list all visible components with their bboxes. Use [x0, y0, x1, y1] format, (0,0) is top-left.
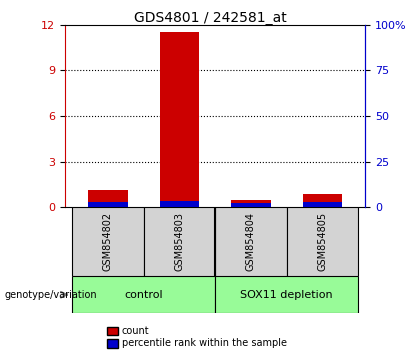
Bar: [303, 194, 342, 207]
Text: GSM854803: GSM854803: [174, 212, 184, 271]
Text: control: control: [124, 290, 163, 300]
Bar: [72, 207, 144, 276]
Text: GSM854805: GSM854805: [318, 212, 328, 271]
Text: SOX11 depletion: SOX11 depletion: [240, 290, 333, 300]
Text: GSM854802: GSM854802: [103, 212, 113, 271]
Text: GSM854804: GSM854804: [246, 212, 256, 271]
Bar: [231, 200, 270, 207]
Bar: [303, 202, 342, 207]
Text: percentile rank within the sample: percentile rank within the sample: [122, 338, 287, 348]
Bar: [160, 201, 199, 207]
Bar: [215, 276, 358, 313]
Bar: [88, 202, 128, 207]
Text: GDS4801 / 242581_at: GDS4801 / 242581_at: [134, 11, 286, 25]
Bar: [72, 276, 215, 313]
Bar: [287, 207, 358, 276]
Bar: [215, 207, 287, 276]
Bar: [160, 32, 199, 207]
Text: count: count: [122, 326, 150, 336]
Bar: [144, 207, 215, 276]
Bar: [231, 203, 270, 207]
Text: genotype/variation: genotype/variation: [4, 290, 97, 300]
Bar: [88, 190, 128, 207]
